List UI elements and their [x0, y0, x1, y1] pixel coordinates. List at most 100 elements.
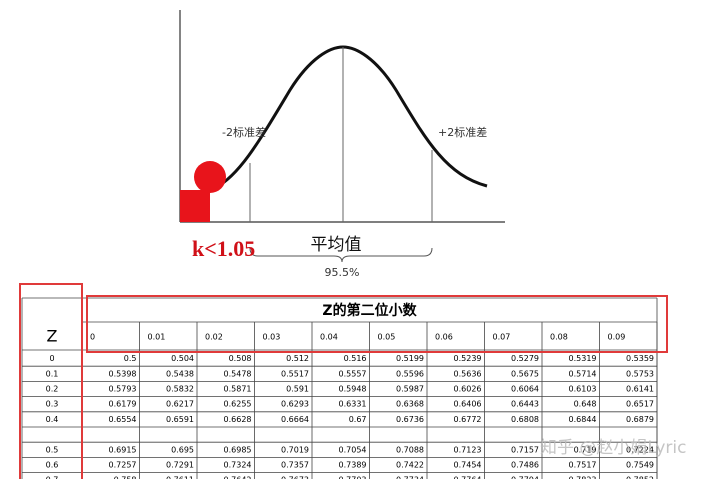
cell-value: 0.5596 — [396, 369, 424, 378]
cell-value: 0.5 — [124, 354, 137, 363]
column-header: 0.01 — [148, 333, 166, 342]
column-header: 0.09 — [608, 333, 626, 342]
cell-value: 0.7224 — [626, 445, 654, 454]
cell-value: 0.67 — [349, 415, 367, 424]
cell-value: 0.7852 — [626, 476, 654, 479]
cell-value: 0.7517 — [569, 461, 597, 470]
z-value: 0.5 — [46, 445, 59, 454]
cell-value: 0.7703 — [339, 476, 367, 479]
cell-value: 0.512 — [286, 354, 309, 363]
cell-value: 0.5871 — [224, 385, 252, 394]
cell-value: 0.7734 — [396, 476, 424, 479]
cell-value: 0.6915 — [109, 445, 137, 454]
cell-value: 0.6026 — [454, 385, 482, 394]
cell-value: 0.6217 — [166, 400, 194, 409]
cell-value: 0.695 — [171, 445, 194, 454]
column-header: 0.06 — [435, 333, 453, 342]
cell-value: 0.5753 — [626, 369, 654, 378]
cell-value: 0.6331 — [339, 400, 367, 409]
z-value: 0.2 — [46, 385, 59, 394]
cell-value: 0.5675 — [511, 369, 539, 378]
cell-value: 0.5398 — [109, 369, 137, 378]
column-header: 0.02 — [205, 333, 223, 342]
z-value: 0.6 — [46, 461, 59, 470]
z-value: 0.7 — [46, 476, 59, 479]
cell-value: 0.6368 — [396, 400, 424, 409]
cell-value: 0.5793 — [109, 385, 137, 394]
cell-value: 0.7764 — [454, 476, 482, 479]
column-header: 0.04 — [320, 333, 338, 342]
column-header: 0.03 — [263, 333, 281, 342]
column-header: 0 — [90, 333, 95, 342]
cell-value: 0.648 — [574, 400, 597, 409]
cell-value: 0.6443 — [511, 400, 539, 409]
cell-value: 0.5279 — [511, 354, 539, 363]
range-label: 95.5% — [325, 266, 360, 279]
cell-value: 0.7823 — [569, 476, 597, 479]
cell-value: 0.6406 — [454, 400, 482, 409]
cell-value: 0.6591 — [166, 415, 194, 424]
cell-value: 0.6772 — [454, 415, 482, 424]
red-marker-rect — [180, 190, 210, 222]
right-sd-label: +2标准差 — [438, 125, 487, 139]
cell-value: 0.7019 — [281, 445, 309, 454]
cell-value: 0.6064 — [511, 385, 539, 394]
cell-value: 0.591 — [286, 385, 309, 394]
cell-value: 0.7088 — [396, 445, 424, 454]
column-header: 0.08 — [550, 333, 568, 342]
normal-curve-diagram — [179, 10, 505, 263]
cell-value: 0.6985 — [224, 445, 252, 454]
group-header: Z的第二位小数 — [322, 302, 417, 319]
z-value: 0.4 — [46, 415, 59, 424]
cell-value: 0.719 — [574, 445, 597, 454]
column-header: 0.05 — [378, 333, 396, 342]
red-marker-circle — [194, 161, 226, 193]
cell-value: 0.508 — [229, 354, 252, 363]
highlight-header — [86, 295, 668, 353]
cell-value: 0.7054 — [339, 445, 367, 454]
cell-value: 0.5714 — [569, 369, 597, 378]
highlight-z-column — [19, 283, 83, 479]
cell-value: 0.7673 — [281, 476, 309, 479]
cell-value: 0.5319 — [569, 354, 597, 363]
k-label: k<1.05 — [192, 236, 255, 261]
cell-value: 0.6554 — [109, 415, 137, 424]
cell-value: 0.6664 — [281, 415, 309, 424]
mean-label: 平均值 — [311, 235, 362, 255]
range-brace — [249, 247, 433, 263]
cell-value: 0.5636 — [454, 369, 482, 378]
z-value: 0.1 — [46, 369, 59, 378]
cell-value: 0.5359 — [626, 354, 654, 363]
cell-value: 0.6293 — [281, 400, 309, 409]
z-value: 0 — [49, 354, 54, 363]
cell-value: 0.7389 — [339, 461, 367, 470]
column-header: 0.07 — [493, 333, 511, 342]
cell-value: 0.5199 — [396, 354, 424, 363]
cell-value: 0.504 — [171, 354, 194, 363]
cell-value: 0.7642 — [224, 476, 252, 479]
cell-value: 0.7611 — [166, 476, 194, 479]
cell-value: 0.5948 — [339, 385, 367, 394]
cell-value: 0.7486 — [511, 461, 539, 470]
cell-value: 0.7549 — [626, 461, 654, 470]
bell-curve — [214, 45, 488, 190]
cell-value: 0.6736 — [396, 415, 424, 424]
cell-value: 0.5478 — [224, 369, 252, 378]
cell-value: 0.7794 — [511, 476, 539, 479]
cell-value: 0.516 — [344, 354, 367, 363]
cell-value: 0.5987 — [396, 385, 424, 394]
cell-value: 0.7157 — [511, 445, 539, 454]
cell-value: 0.6808 — [511, 415, 539, 424]
cell-value: 0.7123 — [454, 445, 482, 454]
cell-value: 0.5557 — [339, 369, 367, 378]
z-header: Z — [47, 327, 58, 346]
cell-value: 0.7257 — [109, 461, 137, 470]
cell-value: 0.7324 — [224, 461, 252, 470]
cell-value: 0.6141 — [626, 385, 654, 394]
z-value: 0.3 — [46, 400, 59, 409]
cell-value: 0.6255 — [224, 400, 252, 409]
cell-value: 0.7422 — [396, 461, 424, 470]
cell-value: 0.6517 — [626, 400, 654, 409]
cell-value: 0.6879 — [626, 415, 654, 424]
